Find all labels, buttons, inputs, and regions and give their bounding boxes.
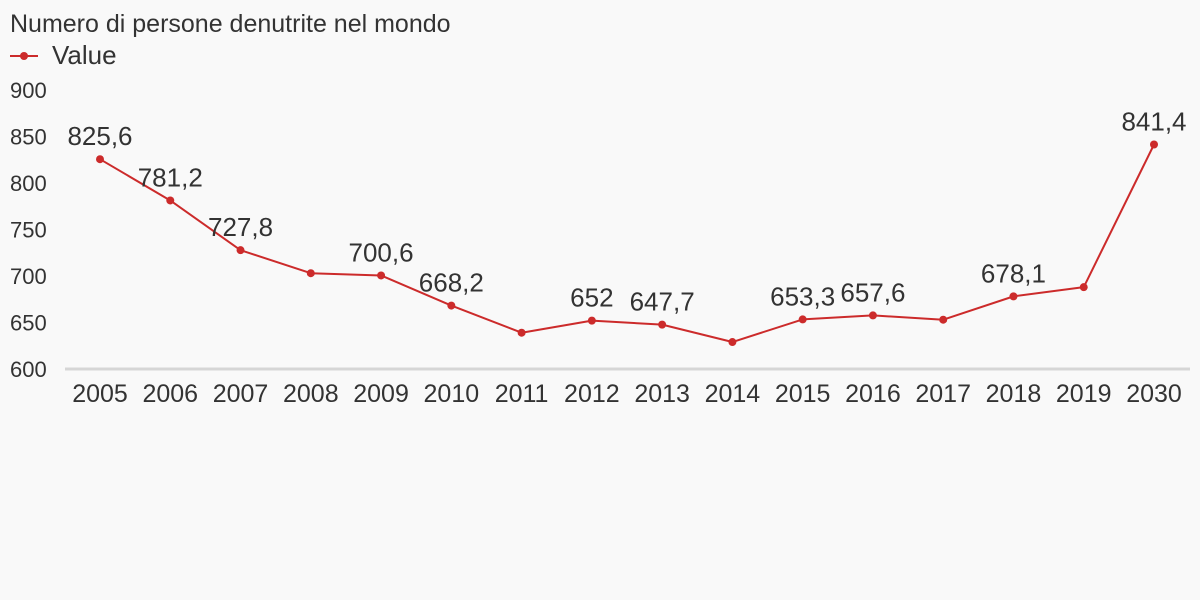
data-label: 841,4: [1121, 106, 1186, 136]
data-point: [728, 338, 737, 347]
x-tick-label: 2007: [213, 380, 269, 408]
data-label: 678,1: [981, 258, 1046, 288]
x-tick-label: 2017: [915, 380, 971, 408]
x-tick-label: 2013: [634, 380, 690, 408]
y-tick-label: 700: [10, 264, 47, 289]
data-point: [1150, 140, 1158, 149]
x-tick-label: 2019: [1056, 380, 1112, 408]
data-label: 700,6: [349, 237, 414, 267]
data-point: [306, 269, 315, 278]
data-label: 657,6: [840, 277, 905, 307]
x-tick-label: 2006: [142, 380, 198, 408]
x-tick-label: 2030: [1126, 380, 1182, 408]
data-point: [868, 311, 877, 320]
data-point: [377, 271, 386, 280]
data-label: 668,2: [419, 268, 484, 298]
series-line: [99, 144, 1155, 344]
y-tick-label: 850: [10, 125, 47, 150]
y-tick-label: 600: [10, 357, 47, 382]
data-label: 781,2: [138, 162, 203, 192]
series-layer: [96, 140, 1158, 347]
data-label: 825,6: [67, 121, 132, 151]
x-tick-label: 2009: [353, 380, 409, 408]
x-tick-label: 2011: [495, 380, 549, 408]
x-tick-label: 2012: [564, 380, 620, 408]
y-axis: 600 650 700 750 800 850 900: [10, 78, 47, 382]
data-label: 727,8: [208, 212, 273, 242]
legend-dot-marker: [20, 52, 28, 60]
data-label: 647,7: [630, 287, 695, 317]
x-tick-label: 2010: [424, 380, 480, 408]
y-tick-label: 750: [10, 218, 47, 243]
data-point: [658, 320, 667, 329]
data-point: [236, 246, 245, 255]
y-tick-label: 900: [10, 78, 47, 103]
x-tick-label: 2014: [705, 380, 761, 408]
legend-label: Value: [52, 40, 117, 70]
x-tick-label: 2015: [775, 380, 831, 408]
data-point: [96, 155, 104, 164]
x-tick-label: 2005: [72, 380, 128, 408]
x-tick-label: 2008: [283, 380, 339, 408]
y-tick-label: 800: [10, 171, 47, 196]
chart-title: Numero di persone denutrite nel mondo: [10, 10, 451, 38]
data-point: [587, 316, 596, 325]
data-point: [517, 328, 526, 337]
x-axis: 2005 2006 2007 2008 2009 2010 2011 2012 2013 2014…: [72, 380, 1182, 408]
y-tick-label: 650: [10, 311, 47, 336]
data-label: 653,3: [770, 281, 835, 311]
data-label: 652: [570, 283, 613, 313]
data-point: [798, 315, 807, 324]
data-point: [1079, 283, 1088, 292]
data-point: [939, 315, 948, 324]
legend: Value: [10, 40, 117, 70]
data-point: [447, 301, 456, 310]
x-tick-label: 2018: [986, 380, 1042, 408]
x-tick-label: 2016: [845, 380, 901, 408]
data-point: [1009, 292, 1018, 301]
data-point: [166, 196, 175, 205]
